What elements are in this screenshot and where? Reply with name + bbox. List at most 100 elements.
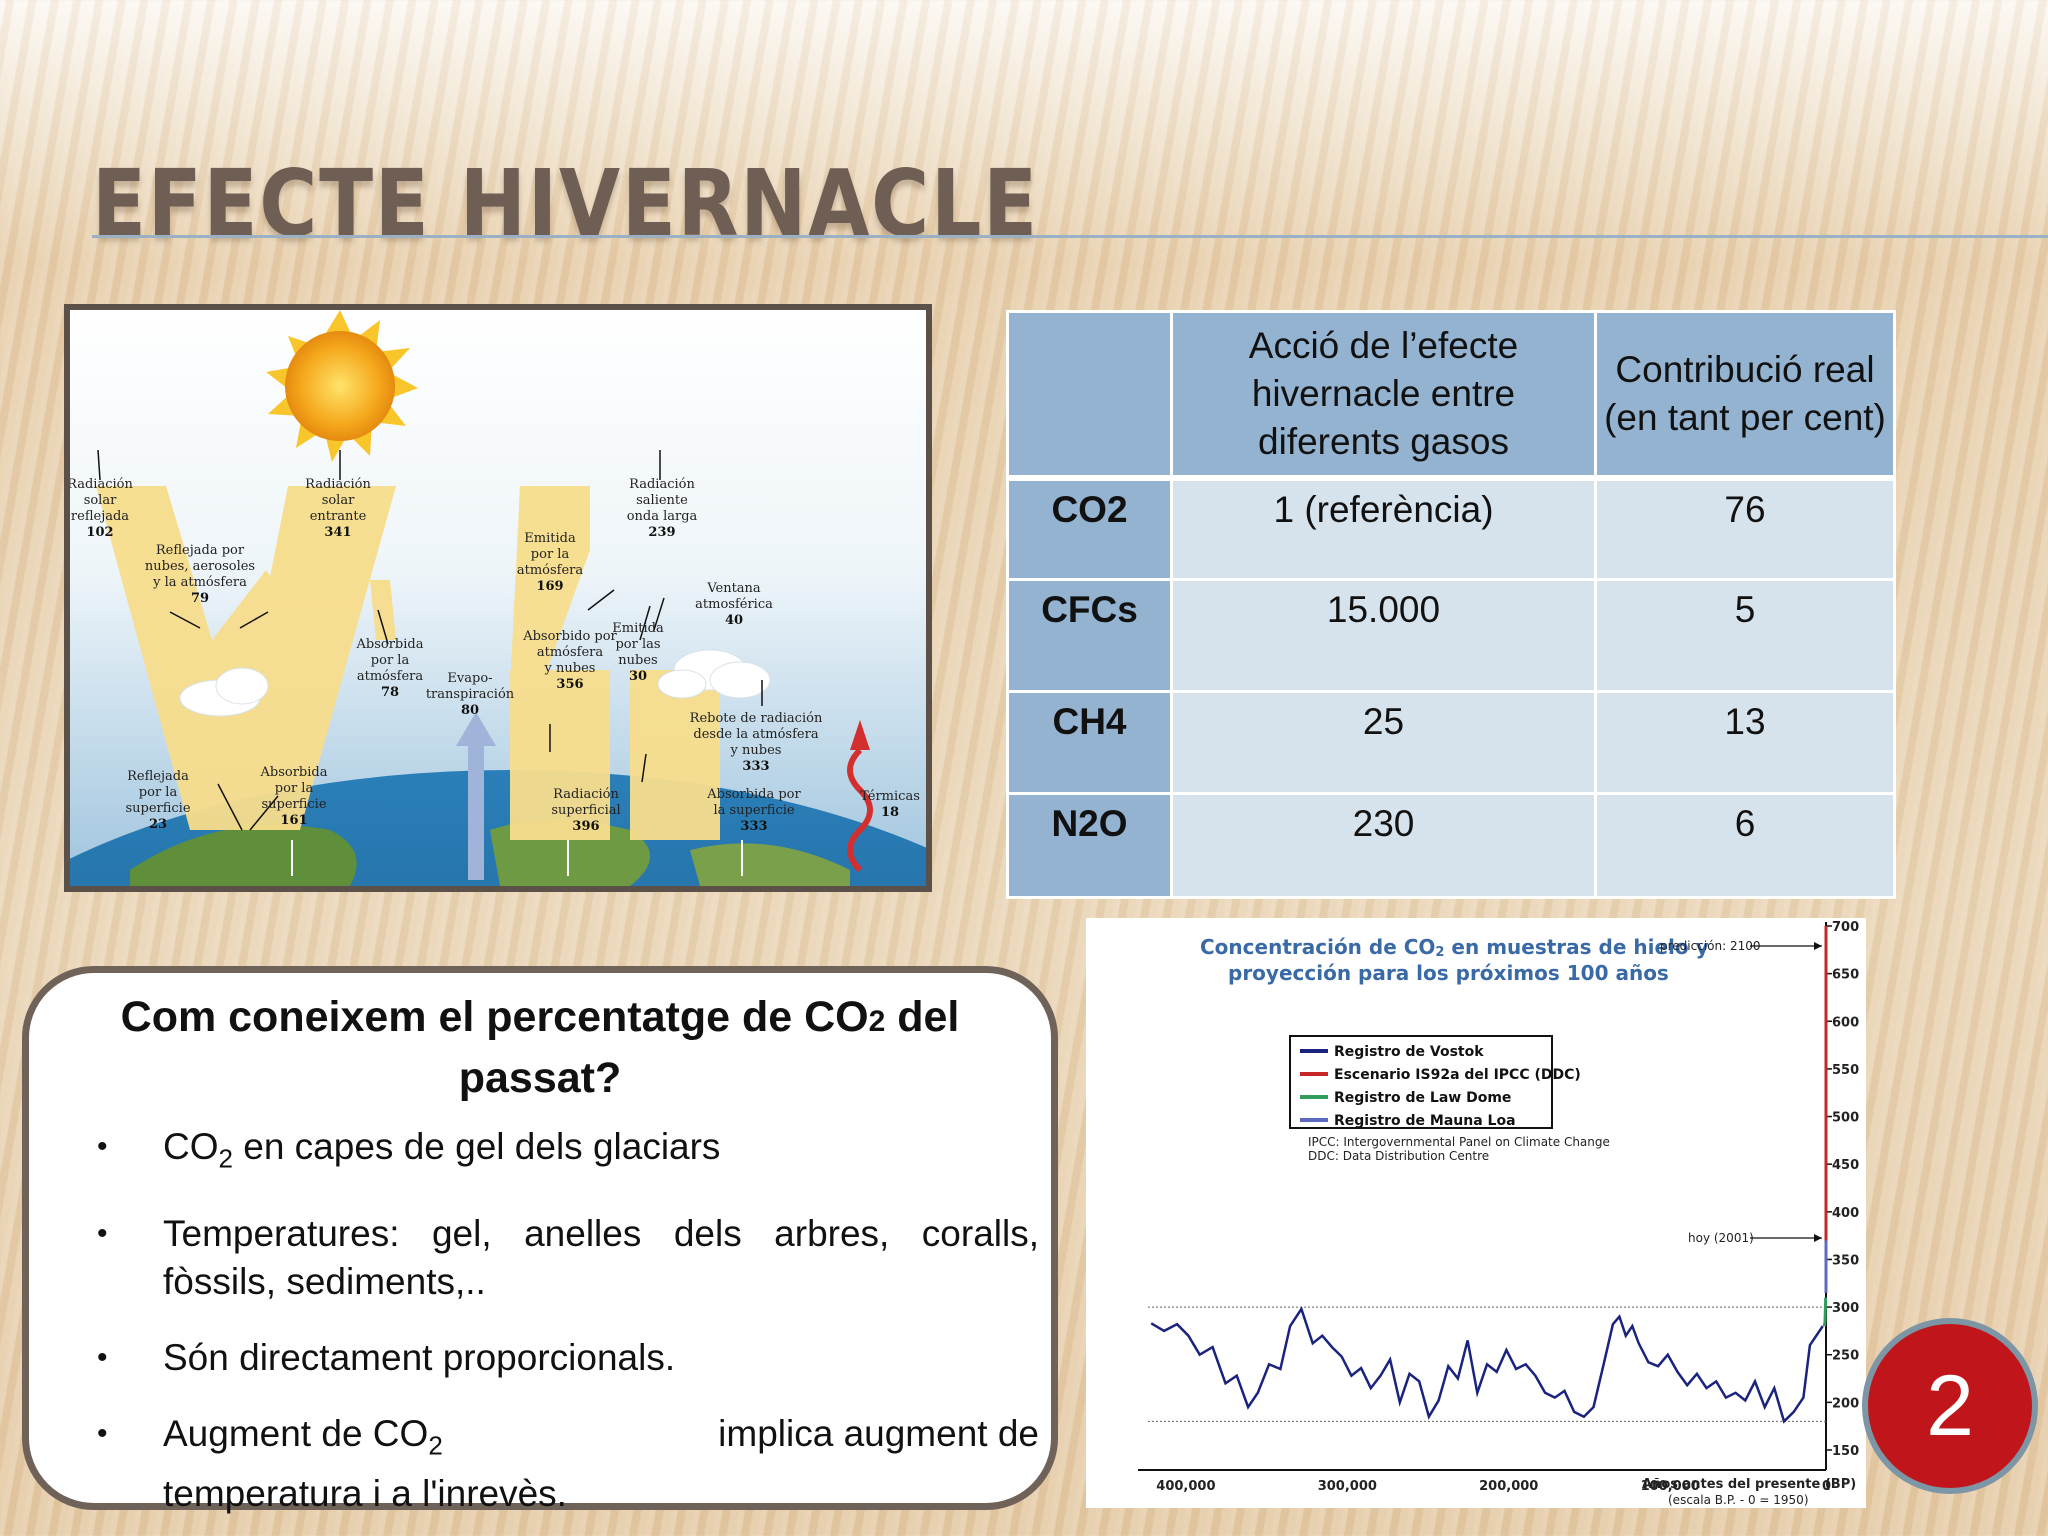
page-number-badge: 2 (1862, 1318, 2038, 1494)
gas-contribution: 6 (1594, 792, 1896, 899)
gas-contribution: 13 (1594, 690, 1896, 795)
diagram-label-value: 239 (648, 525, 675, 540)
table-row: CH4 25 13 (1006, 690, 1896, 795)
y-tick-label: 250 (1832, 1349, 1859, 1364)
diagram-label-value: 80 (461, 703, 479, 718)
diagram-label-text: desde la atmósfera (693, 727, 818, 742)
x-tick-label: 300,000 (1318, 1479, 1377, 1494)
list-item: Augment de CO2 implica augment de tempera… (79, 1410, 1039, 1517)
y-tick-label: 150 (1832, 1444, 1859, 1459)
diagram-label-value: 18 (881, 805, 899, 820)
table-row: CO2 1 (referència) 76 (1006, 474, 1896, 581)
sun-icon (266, 310, 418, 462)
y-tick-label: 700 (1832, 920, 1859, 935)
gas-name: N2O (1006, 792, 1173, 899)
diagram-label-value: 78 (381, 685, 399, 700)
table-header-row: Acció de l’efecte hivernacle entre difer… (1006, 310, 1896, 479)
x-axis-note: (escala B.P. - 0 = 1950) (1668, 1493, 1809, 1507)
gas-name: CO2 (1006, 474, 1173, 581)
diagram-label-text: Ventana (706, 581, 761, 596)
y-tick-label: 450 (1832, 1158, 1859, 1173)
gas-contribution: 5 (1594, 578, 1896, 693)
diagram-label-value: 169 (536, 579, 563, 594)
gas-action: 1 (referència) (1170, 474, 1597, 581)
diagram-label-text: nubes, aerosoles (145, 559, 255, 574)
bullet-list: CO2 en capes de gel dels glaciars Temper… (79, 1123, 1039, 1536)
list-item: Temperatures: gel, anelles dels arbres, … (79, 1210, 1039, 1306)
diagram-label-text: superficie (261, 797, 326, 812)
diagram-label-text: Radiación (629, 477, 695, 492)
textbox-heading: Com coneixem el percentatge de CO2 del p… (69, 989, 1011, 1106)
legend-entry: Registro de Mauna Loa (1334, 1113, 1516, 1129)
diagram-label-text: Radiación (305, 477, 371, 492)
b1-sub: 2 (218, 1143, 233, 1174)
list-item: CO2 en capes de gel dels glaciars (79, 1123, 1039, 1182)
table-row: N2O 230 6 (1006, 792, 1896, 899)
y-tick-label: 550 (1832, 1063, 1859, 1078)
diagram-label-text: entrante (310, 509, 367, 524)
diagram-label-value: 341 (324, 525, 351, 540)
y-tick-label: 400 (1832, 1206, 1859, 1221)
y-tick-label: 200 (1832, 1396, 1859, 1411)
chart-title-line1: Concentración de CO2 en muestras de hiel… (1200, 935, 1709, 960)
greenhouse-diagram: Radiación solar reflejada 102 Radiación solar… (64, 304, 932, 892)
diagram-label-text: Evapo- (447, 671, 492, 686)
diagram-label-text: Absorbida (356, 637, 424, 652)
diagram-label-text: atmósfera (537, 645, 604, 660)
diagram-label-text: atmósfera (357, 669, 424, 684)
diagram-label-text: por las (615, 637, 660, 652)
legend-entry: Escenario IS92a del IPCC (DDC) (1334, 1067, 1581, 1083)
diagram-label-text: transpiración (426, 687, 515, 702)
list-item: Són directament proporcionals. (79, 1334, 1039, 1382)
diagram-label-text: Absorbida por (706, 787, 801, 802)
diagram-label-text: por la (531, 547, 570, 562)
chart-series-line (1822, 1297, 1828, 1327)
legend-entry: Registro de Law Dome (1334, 1090, 1511, 1106)
diagram-label-text: atmósfera (517, 563, 584, 578)
x-tick-label: 400,000 (1156, 1479, 1215, 1494)
prediction-label: predicción: 2100 (1660, 939, 1761, 953)
diagram-label-text: por la (139, 785, 178, 800)
heading-part-b: del passat? (458, 993, 960, 1102)
y-tick-label: 600 (1832, 1015, 1859, 1030)
chart-series-line (1150, 1306, 1824, 1424)
diagram-label-value: 161 (280, 813, 307, 828)
gas-action: 230 (1170, 792, 1597, 899)
b4-sub: 2 (428, 1430, 443, 1461)
b4-c: temperatura i a l'inrevès. (163, 1472, 567, 1514)
diagram-label-text: y la atmósfera (152, 575, 247, 590)
diagram-label-text: Absorbido por (522, 629, 617, 644)
co2-past-textbox: Com coneixem el percentatge de CO2 del p… (22, 966, 1058, 1514)
arrowhead-icon (1814, 1234, 1822, 1242)
diagram-label-value: 23 (149, 817, 167, 832)
diagram-label-text: superficie (125, 801, 190, 816)
gas-name: CH4 (1006, 690, 1173, 795)
diagram-label-text: Radiación (70, 477, 133, 492)
y-tick-label: 350 (1832, 1253, 1859, 1268)
legend-entry: Registro de Vostok (1334, 1044, 1484, 1060)
b4-a-text: Augment de CO (163, 1413, 429, 1455)
co2-chart-svg: Concentración de CO2 en muestras de hiel… (1138, 920, 1859, 1507)
diagram-label-value: 79 (191, 591, 209, 606)
x-axis-label: Años antes del presente (BP) (1642, 1477, 1856, 1492)
diagram-label-text: Térmicas (860, 789, 920, 804)
chart-note: DDC: Data Distribution Centre (1308, 1149, 1489, 1163)
diagram-label-text: nubes (618, 653, 657, 668)
x-tick-label: 100,000 (1641, 1479, 1700, 1494)
gas-action: 25 (1170, 690, 1597, 795)
heading-sub: 2 (868, 1005, 886, 1038)
diagram-label-text: Reflejada por (156, 543, 245, 558)
diagram-label-text: Reflejada (127, 769, 189, 784)
b4-a: Augment de CO2 (163, 1410, 443, 1469)
